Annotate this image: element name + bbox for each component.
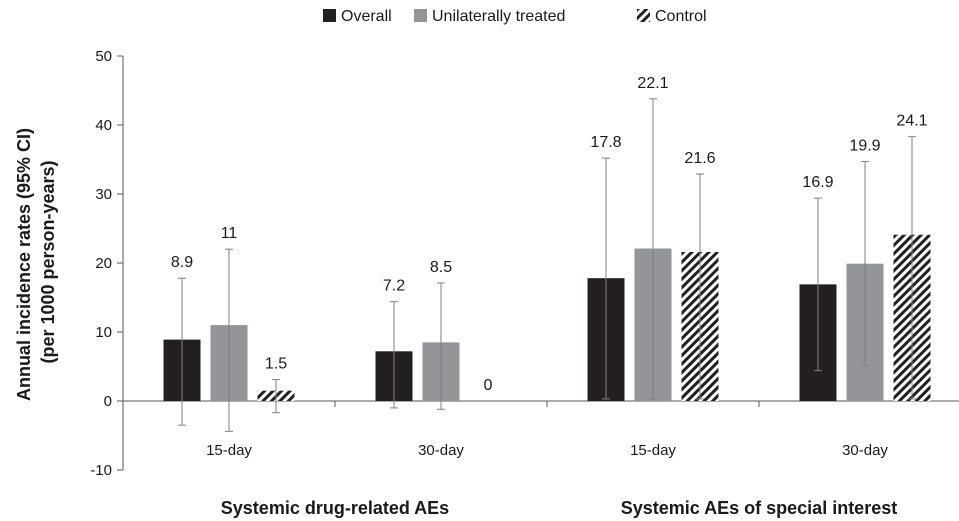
value-label: 21.6	[684, 150, 715, 167]
value-label: 8.9	[171, 254, 193, 271]
value-label: 17.8	[590, 134, 621, 151]
legend-swatch	[637, 9, 650, 22]
legend-swatch	[414, 9, 427, 22]
category-labels: 15-day 30-day 15-day 30-day	[206, 442, 888, 459]
value-label: 11	[221, 225, 238, 242]
group-label: Systemic AEs of special interest	[621, 498, 897, 518]
error-bars	[178, 98, 916, 432]
bars	[163, 234, 931, 401]
value-label: 7.2	[383, 278, 405, 295]
x-category-label: 30-day	[842, 442, 888, 459]
value-label: 24.1	[896, 113, 927, 130]
y-tick-label: -10	[90, 462, 112, 479]
y-tick-label: 20	[95, 255, 112, 272]
group-labels: Systemic drug-related AEs Systemic AEs of…	[221, 498, 897, 518]
value-label: 16.9	[802, 174, 833, 191]
y-tick-label: 0	[104, 393, 112, 410]
value-label: 1.5	[265, 356, 287, 373]
legend-swatch	[323, 9, 336, 22]
value-label: 19.9	[849, 138, 880, 155]
y-axis-label: Annual incidence rates (95% CI) (per 100…	[14, 123, 58, 401]
y-tick-label: 10	[95, 324, 112, 341]
value-label: 22.1	[637, 75, 668, 92]
value-label: 8.5	[430, 259, 452, 276]
legend-label: Control	[655, 8, 707, 25]
x-category-label: 15-day	[206, 442, 252, 459]
y-axis-label-line-2: (per 1000 person-years)	[38, 160, 58, 363]
legend-label: Overall	[341, 8, 392, 25]
y-axis-label-line-1: Annual incidence rates (95% CI)	[14, 128, 34, 401]
x-category-label: 30-day	[418, 442, 464, 459]
y-tick-label: 30	[95, 186, 112, 203]
x-category-label: 15-day	[630, 442, 676, 459]
y-tick-label: 40	[95, 117, 112, 134]
value-label: 0	[484, 377, 493, 394]
group-label: Systemic drug-related AEs	[221, 498, 449, 518]
y-tick-label: 50	[95, 48, 112, 65]
legend-label: Unilaterally treated	[432, 8, 565, 25]
legend: Overall Unilaterally treated Control	[323, 8, 707, 25]
axes: -10 0 10 20 30 40 50	[90, 48, 959, 479]
value-labels: 8.9 11 1.5 7.2 8.5 0 17.8 22.1 21.6 16.9 19.9 24.1	[171, 75, 928, 394]
